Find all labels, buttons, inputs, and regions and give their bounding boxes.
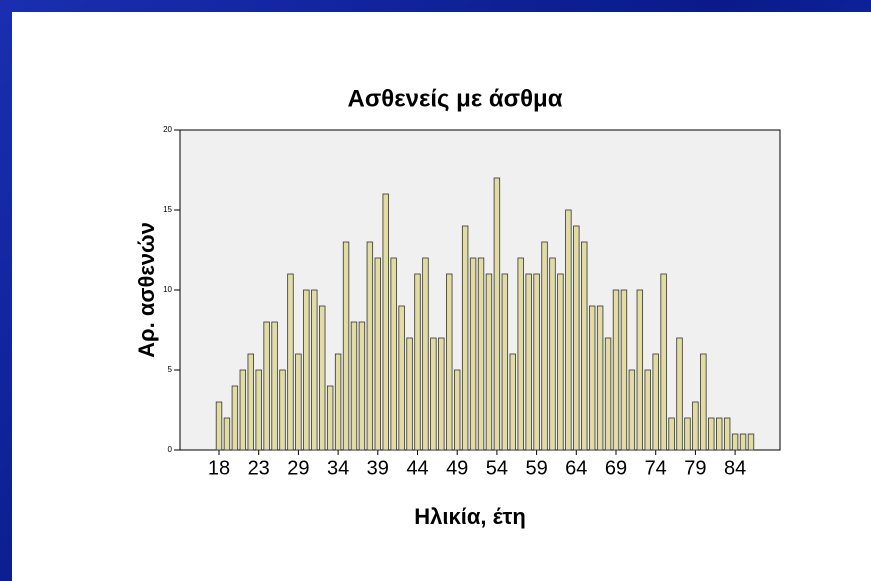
bar (446, 273, 453, 451)
bar (501, 273, 509, 451)
x-tick-label: 74 (645, 457, 667, 479)
x-axis-label: Ηλικία, έτη (414, 504, 526, 529)
bar (438, 337, 445, 451)
chart-title: Ασθενείς με άσθμα (348, 85, 563, 112)
bar (319, 305, 326, 451)
bar (342, 241, 350, 451)
bar (303, 289, 310, 451)
bar (612, 289, 620, 451)
bar (469, 257, 477, 451)
bar (311, 289, 318, 451)
bar (382, 193, 389, 451)
bar (279, 369, 286, 451)
x-tick-label: 29 (287, 457, 309, 479)
bar (588, 305, 596, 451)
bar (517, 257, 524, 451)
bar (485, 273, 493, 451)
bar (374, 257, 381, 451)
bar (390, 257, 397, 451)
bar (533, 273, 540, 451)
bar (652, 353, 659, 451)
bar (453, 369, 461, 451)
bar (287, 273, 294, 451)
bar (422, 257, 429, 451)
bar (509, 353, 516, 451)
bar (573, 225, 580, 451)
x-tick-label: 69 (605, 457, 627, 479)
bar (271, 321, 278, 451)
bar (406, 337, 413, 451)
bar (565, 209, 572, 451)
bar (358, 321, 366, 451)
bar (716, 417, 723, 451)
bar (231, 385, 239, 451)
bar (398, 305, 405, 451)
bar (263, 321, 270, 451)
bar (239, 369, 247, 451)
bar (430, 337, 437, 451)
x-tick-label: 64 (565, 457, 587, 479)
bar (326, 385, 334, 451)
x-tick-label: 79 (684, 457, 706, 479)
x-tick-label: 49 (446, 457, 468, 479)
bar (747, 433, 755, 451)
bar (644, 369, 651, 451)
bar (692, 401, 699, 451)
y-tick-label: 15 (163, 205, 172, 214)
bar (636, 289, 644, 451)
x-tick-label: 44 (406, 457, 428, 479)
x-tick-label: 84 (724, 457, 746, 479)
bar (366, 241, 374, 451)
bar (525, 273, 532, 451)
y-tick-label: 5 (168, 365, 173, 374)
bar (668, 417, 675, 451)
bar (628, 369, 636, 451)
bar (549, 257, 556, 451)
bar (557, 273, 564, 451)
bar (334, 353, 342, 451)
y-tick-label: 0 (168, 445, 173, 454)
y-tick-label: 20 (163, 125, 172, 134)
bar (461, 225, 469, 451)
bar (350, 321, 358, 451)
x-tick-label: 39 (367, 457, 389, 479)
bar (295, 353, 302, 451)
bar (731, 433, 739, 451)
bar (739, 433, 747, 451)
bar (215, 401, 223, 451)
bar (541, 241, 548, 451)
bar (604, 337, 612, 451)
bar (708, 417, 715, 451)
bar (684, 417, 691, 451)
bar (255, 369, 262, 451)
bar (223, 417, 231, 451)
x-tick-label: 59 (525, 457, 547, 479)
bar (247, 353, 254, 451)
bar (581, 241, 588, 451)
bar (700, 353, 707, 451)
bar (660, 273, 667, 451)
bar (493, 177, 501, 451)
bar (414, 273, 421, 451)
bar (620, 289, 628, 451)
y-axis-label: Αρ. ασθενών (134, 222, 159, 358)
x-tick-label: 34 (327, 457, 349, 479)
x-tick-label: 23 (248, 457, 270, 479)
bar (723, 417, 731, 451)
bar (477, 257, 485, 451)
y-tick-label: 10 (163, 285, 172, 294)
x-tick-label: 18 (208, 457, 230, 479)
x-tick-label: 54 (486, 457, 508, 479)
bar (596, 305, 604, 451)
bar (676, 337, 683, 451)
